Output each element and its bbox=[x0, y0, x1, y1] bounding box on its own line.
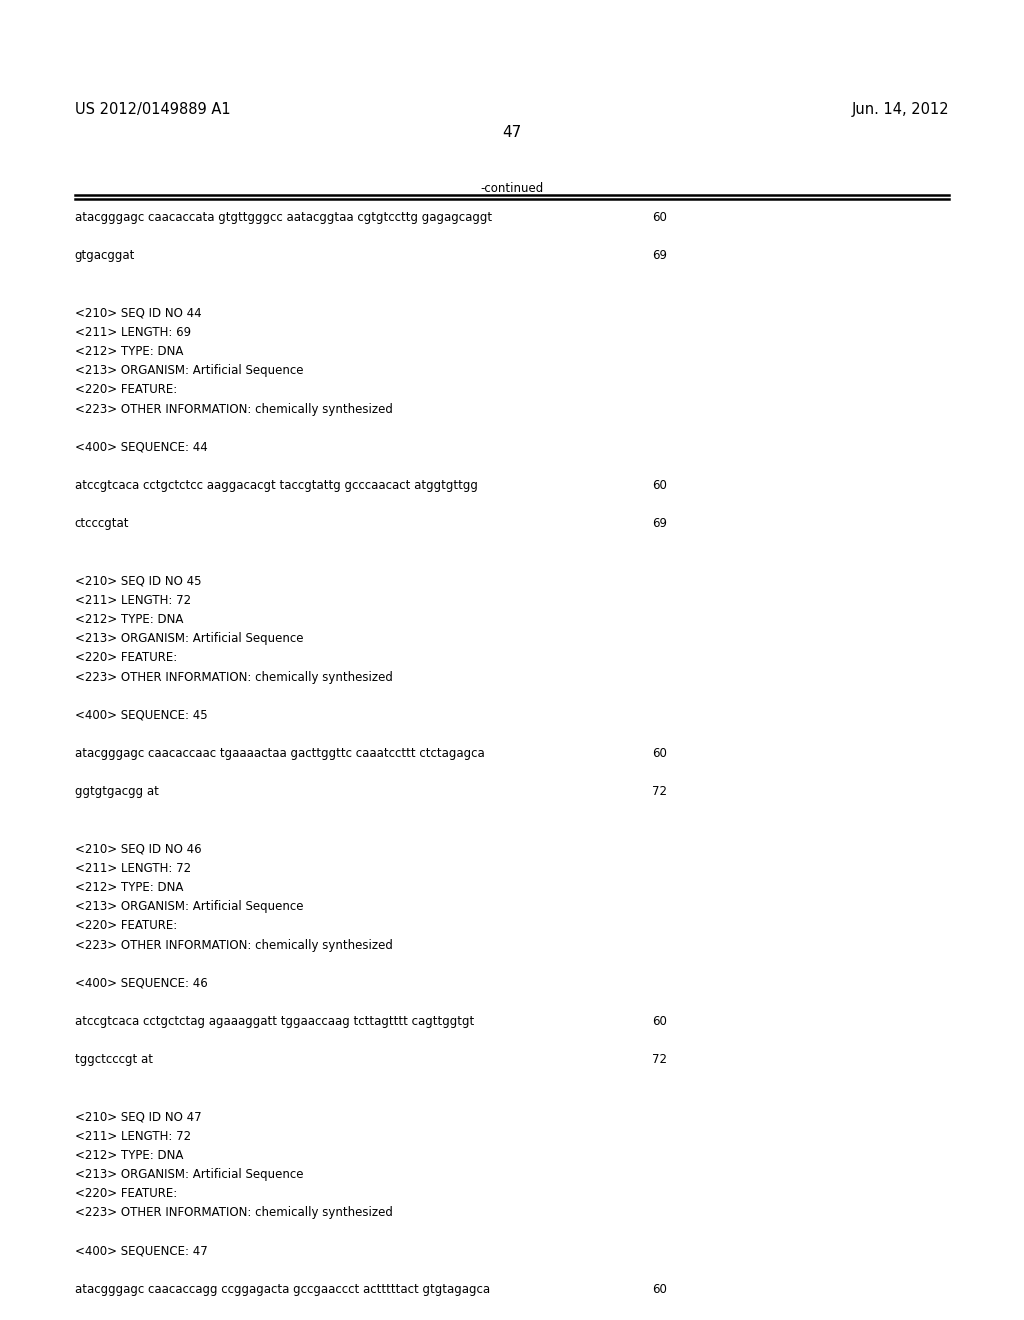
Text: atacgggagc caacaccaac tgaaaactaa gacttggttc caaatccttt ctctagagca: atacgggagc caacaccaac tgaaaactaa gacttgg… bbox=[75, 747, 484, 760]
Text: tggctcccgt at: tggctcccgt at bbox=[75, 1053, 153, 1067]
Text: <213> ORGANISM: Artificial Sequence: <213> ORGANISM: Artificial Sequence bbox=[75, 900, 303, 913]
Text: <213> ORGANISM: Artificial Sequence: <213> ORGANISM: Artificial Sequence bbox=[75, 632, 303, 645]
Text: <212> TYPE: DNA: <212> TYPE: DNA bbox=[75, 1148, 183, 1162]
Text: 60: 60 bbox=[652, 1015, 668, 1028]
Text: <400> SEQUENCE: 46: <400> SEQUENCE: 46 bbox=[75, 977, 208, 990]
Text: 72: 72 bbox=[652, 785, 668, 799]
Text: <210> SEQ ID NO 46: <210> SEQ ID NO 46 bbox=[75, 843, 202, 855]
Text: atccgtcaca cctgctctcc aaggacacgt taccgtattg gcccaacact atggtgttgg: atccgtcaca cctgctctcc aaggacacgt taccgta… bbox=[75, 479, 477, 492]
Text: <220> FEATURE:: <220> FEATURE: bbox=[75, 383, 177, 396]
Text: 60: 60 bbox=[652, 479, 668, 492]
Text: <400> SEQUENCE: 44: <400> SEQUENCE: 44 bbox=[75, 441, 208, 454]
Text: 69: 69 bbox=[652, 517, 668, 531]
Text: <211> LENGTH: 72: <211> LENGTH: 72 bbox=[75, 862, 190, 875]
Text: 60: 60 bbox=[652, 747, 668, 760]
Text: <210> SEQ ID NO 44: <210> SEQ ID NO 44 bbox=[75, 308, 202, 319]
Text: <212> TYPE: DNA: <212> TYPE: DNA bbox=[75, 882, 183, 894]
Text: <223> OTHER INFORMATION: chemically synthesized: <223> OTHER INFORMATION: chemically synt… bbox=[75, 403, 392, 416]
Text: -continued: -continued bbox=[480, 182, 544, 195]
Text: Jun. 14, 2012: Jun. 14, 2012 bbox=[852, 102, 949, 116]
Text: ggtgtgacgg at: ggtgtgacgg at bbox=[75, 785, 159, 799]
Text: gtgacggat: gtgacggat bbox=[75, 249, 135, 263]
Text: <213> ORGANISM: Artificial Sequence: <213> ORGANISM: Artificial Sequence bbox=[75, 364, 303, 378]
Text: <220> FEATURE:: <220> FEATURE: bbox=[75, 919, 177, 932]
Text: <211> LENGTH: 72: <211> LENGTH: 72 bbox=[75, 1130, 190, 1143]
Text: <223> OTHER INFORMATION: chemically synthesized: <223> OTHER INFORMATION: chemically synt… bbox=[75, 1206, 392, 1220]
Text: US 2012/0149889 A1: US 2012/0149889 A1 bbox=[75, 102, 230, 116]
Text: <220> FEATURE:: <220> FEATURE: bbox=[75, 652, 177, 664]
Text: 60: 60 bbox=[652, 211, 668, 224]
Text: 72: 72 bbox=[652, 1053, 668, 1067]
Text: atacgggagc caacaccata gtgttgggcc aatacggtaa cgtgtccttg gagagcaggt: atacgggagc caacaccata gtgttgggcc aatacgg… bbox=[75, 211, 492, 224]
Text: 47: 47 bbox=[503, 125, 521, 140]
Text: ctcccgtat: ctcccgtat bbox=[75, 517, 129, 531]
Text: <220> FEATURE:: <220> FEATURE: bbox=[75, 1188, 177, 1200]
Text: atacgggagc caacaccagg ccggagacta gccgaaccct actttttact gtgtagagca: atacgggagc caacaccagg ccggagacta gccgaac… bbox=[75, 1283, 489, 1296]
Text: <223> OTHER INFORMATION: chemically synthesized: <223> OTHER INFORMATION: chemically synt… bbox=[75, 939, 392, 952]
Text: <213> ORGANISM: Artificial Sequence: <213> ORGANISM: Artificial Sequence bbox=[75, 1168, 303, 1181]
Text: <212> TYPE: DNA: <212> TYPE: DNA bbox=[75, 346, 183, 358]
Text: <400> SEQUENCE: 47: <400> SEQUENCE: 47 bbox=[75, 1245, 208, 1258]
Text: <210> SEQ ID NO 47: <210> SEQ ID NO 47 bbox=[75, 1111, 202, 1123]
Text: <400> SEQUENCE: 45: <400> SEQUENCE: 45 bbox=[75, 709, 208, 722]
Text: <210> SEQ ID NO 45: <210> SEQ ID NO 45 bbox=[75, 576, 202, 587]
Text: <223> OTHER INFORMATION: chemically synthesized: <223> OTHER INFORMATION: chemically synt… bbox=[75, 671, 392, 684]
Text: <212> TYPE: DNA: <212> TYPE: DNA bbox=[75, 612, 183, 626]
Text: 60: 60 bbox=[652, 1283, 668, 1296]
Text: atccgtcaca cctgctctag agaaaggatt tggaaccaag tcttagtttt cagttggtgt: atccgtcaca cctgctctag agaaaggatt tggaacc… bbox=[75, 1015, 474, 1028]
Text: <211> LENGTH: 72: <211> LENGTH: 72 bbox=[75, 594, 190, 607]
Text: <211> LENGTH: 69: <211> LENGTH: 69 bbox=[75, 326, 190, 339]
Text: 69: 69 bbox=[652, 249, 668, 263]
